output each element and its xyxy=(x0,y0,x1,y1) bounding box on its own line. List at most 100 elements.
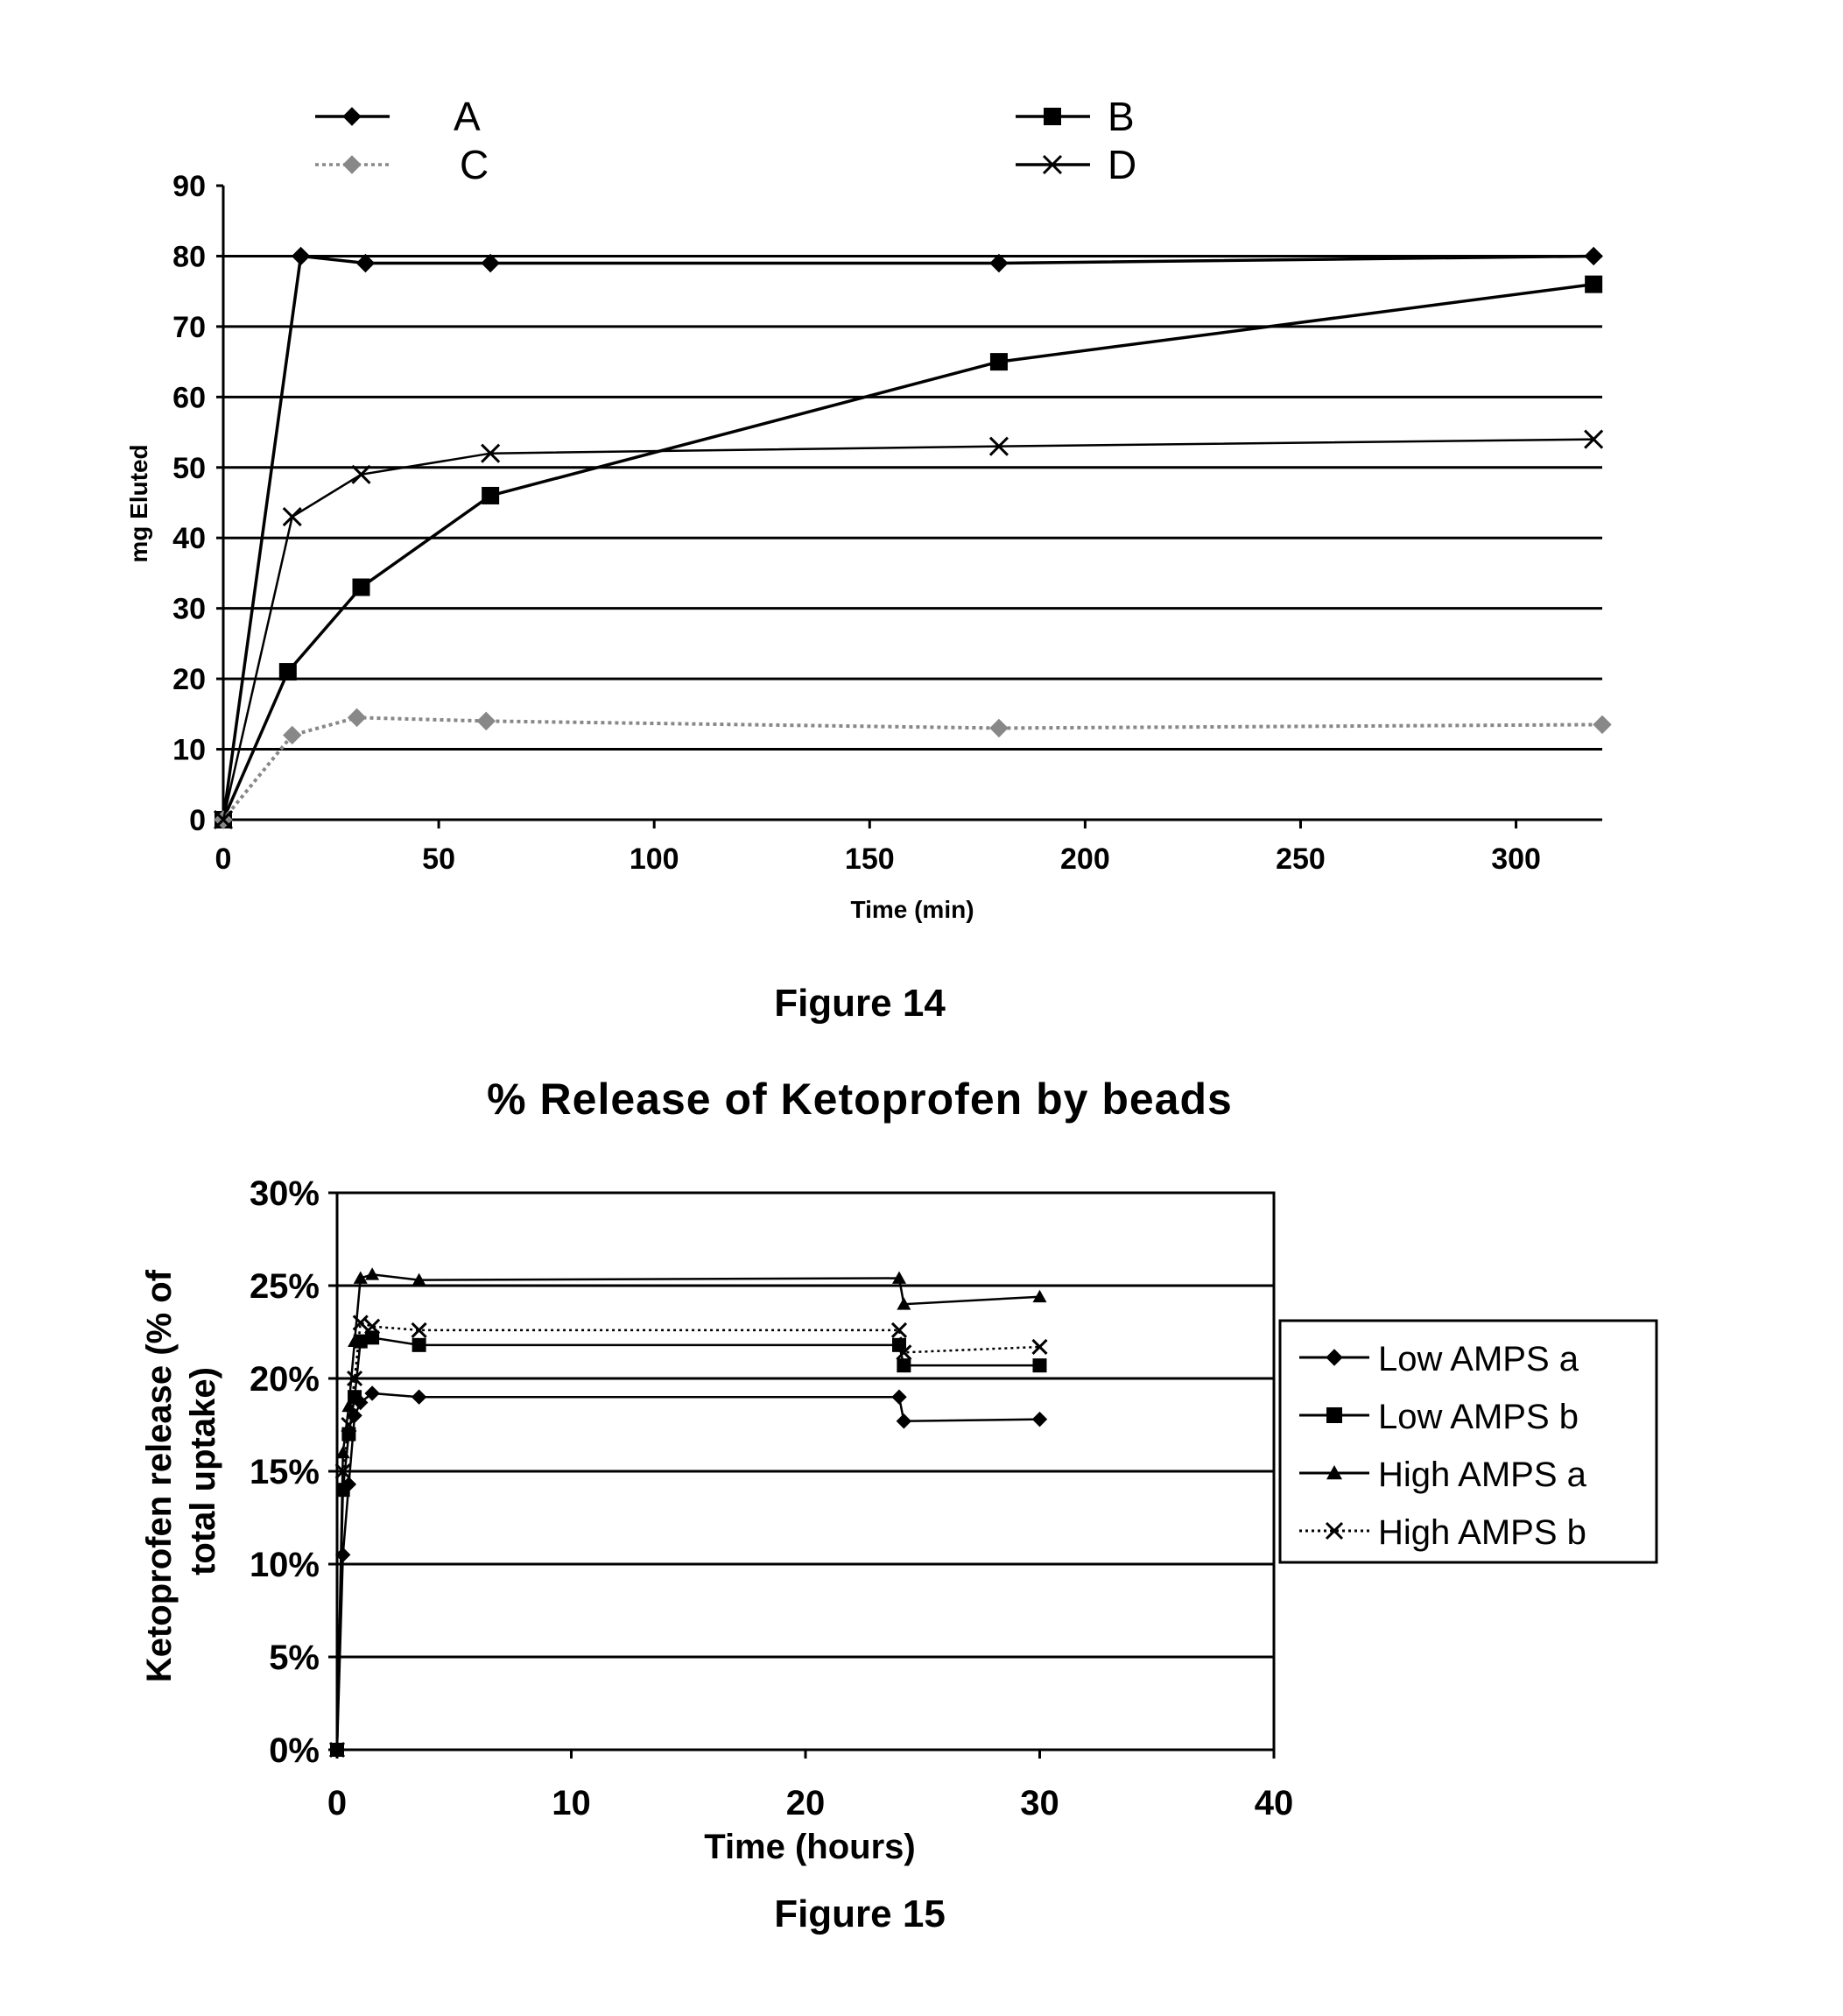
fig14-y-tick-label: 40 xyxy=(172,522,206,555)
fig15-x-tick-labels: 0 10 20 30 40 xyxy=(327,1750,1293,1822)
fig14-point-c xyxy=(1593,715,1611,733)
fig14-x-tick-label: 0 xyxy=(215,842,232,876)
fig15-series-line-high-amps-b xyxy=(337,1322,1040,1750)
fig14-point-b xyxy=(482,487,499,504)
fig14-y-tick-label: 90 xyxy=(172,170,206,203)
fig14-point-b xyxy=(990,353,1008,370)
fig14-legend-label-b: B xyxy=(1108,94,1135,139)
fig14-series-line-c xyxy=(223,717,1602,820)
fig14-legend: A B C D xyxy=(315,94,1136,187)
fig15-series-line-low-amps-a xyxy=(337,1393,1040,1750)
fig14-y-tick-label: 80 xyxy=(172,240,206,273)
fig15-y-tick-label: 0% xyxy=(269,1731,320,1770)
fig15-caption: Figure 15 xyxy=(774,1893,946,1935)
fig15-y-tick-label: 15% xyxy=(250,1453,320,1491)
fig14-series-line-d xyxy=(223,440,1593,820)
fig14-point-a xyxy=(1585,247,1602,264)
fig15-y-tick-labels: 0% 5% 10% 15% 20% 25% 30% xyxy=(250,1174,337,1770)
fig15-series-low-amps-b xyxy=(330,1330,1047,1757)
fig15-point-low-amps-a xyxy=(897,1414,911,1428)
fig14-y-tick-label: 0 xyxy=(189,804,206,837)
fig15-point-high-amps-a xyxy=(365,1267,379,1279)
fig14-legend-label-c: C xyxy=(460,142,489,187)
fig14-y-tick-label: 70 xyxy=(172,311,206,344)
fig15-point-low-amps-b xyxy=(897,1358,911,1372)
fig15-x-tick-label: 10 xyxy=(552,1784,591,1822)
fig15-legend: Low AMPS a Low AMPS b High AMPS a High AMPS… xyxy=(1280,1321,1657,1562)
fig15-legend-label-high-amps-b: High AMPS b xyxy=(1378,1513,1586,1552)
fig15-point-low-amps-b xyxy=(1033,1358,1047,1372)
fig15-series-high-amps-a xyxy=(330,1267,1047,1755)
fig14-series-d xyxy=(215,431,1602,828)
fig14-legend-item-d: D xyxy=(1016,142,1136,187)
fig15-legend-marker-low-amps-b xyxy=(1326,1407,1342,1423)
fig15-x-axis-label: Time (hours) xyxy=(704,1828,916,1866)
fig15-legend-label-high-amps-a: High AMPS a xyxy=(1378,1456,1587,1494)
fig15-y-tick-label: 25% xyxy=(250,1267,320,1306)
fig15-series-line-low-amps-b xyxy=(337,1337,1040,1750)
fig14-caption: Figure 14 xyxy=(774,982,946,1025)
fig15-x-tick-label: 0 xyxy=(327,1784,347,1822)
fig14-point-c xyxy=(348,708,366,726)
fig15-series-low-amps-a xyxy=(330,1386,1047,1757)
fig14-y-tick-label: 30 xyxy=(172,593,206,626)
fig15-y-axis-label: Ketoprofen release (% of total uptake) xyxy=(140,1260,222,1682)
fig15-point-low-amps-b xyxy=(412,1338,426,1352)
fig15-x-tick-label: 30 xyxy=(1020,1784,1059,1822)
fig15-chart-title: % Release of Ketoprofen by beads xyxy=(487,1075,1233,1124)
fig14-point-b xyxy=(353,579,370,596)
fig14-x-tick-label: 150 xyxy=(845,842,895,876)
fig14-point-c xyxy=(990,719,1008,737)
fig14-y-tick-label: 20 xyxy=(172,663,206,696)
fig15-legend-label-low-amps-b: Low AMPS b xyxy=(1378,1398,1579,1436)
fig14-x-tick-label: 50 xyxy=(422,842,455,876)
fig15-legend-label-low-amps-a: Low AMPS a xyxy=(1378,1340,1579,1378)
fig15-point-low-amps-a xyxy=(892,1390,906,1404)
fig14-y-tick-label: 50 xyxy=(172,452,206,485)
fig14-legend-marker-c xyxy=(343,156,361,173)
fig14-series-c xyxy=(215,708,1611,828)
fig14-x-tick-label: 200 xyxy=(1060,842,1110,876)
fig14-x-tick-label: 100 xyxy=(630,842,679,876)
fig15-series xyxy=(330,1267,1047,1757)
fig15-x-tick-label: 40 xyxy=(1255,1784,1294,1822)
fig14-y-tick-label: 10 xyxy=(172,734,206,767)
figure-15: % Release of Ketoprofen by beads 0% 5% 10%… xyxy=(140,1075,1657,1935)
fig15-y-tick-label: 5% xyxy=(269,1639,320,1677)
fig14-y-tick-label: 60 xyxy=(172,381,206,414)
fig14-x-tick-label: 250 xyxy=(1276,842,1326,876)
fig14-legend-marker-a xyxy=(343,108,361,125)
fig14-legend-label-d: D xyxy=(1108,142,1136,187)
fig15-point-high-amps-b xyxy=(1033,1340,1047,1354)
fig14-point-d xyxy=(284,508,301,525)
fig14-legend-label-a: A xyxy=(454,94,481,139)
fig14-x-axis-label: Time (min) xyxy=(850,896,974,923)
fig14-x-tick-labels: 0 50 100 150 200 250 300 xyxy=(215,820,1541,876)
fig15-y-tick-label: 30% xyxy=(250,1174,320,1213)
fig15-point-low-amps-a xyxy=(1033,1413,1047,1427)
fig14-point-b xyxy=(279,663,297,680)
fig15-y-tick-label: 20% xyxy=(250,1360,320,1399)
fig14-legend-item-a: A xyxy=(315,94,481,139)
fig14-point-b xyxy=(1585,276,1602,293)
fig15-x-tick-label: 20 xyxy=(786,1784,826,1822)
fig14-y-axis-label: mg Eluted xyxy=(125,444,152,562)
fig14-legend-item-b: B xyxy=(1016,94,1135,139)
fig14-series-line-b xyxy=(223,285,1593,820)
fig14-y-tick-labels: 0 10 20 30 40 50 60 70 80 90 xyxy=(172,170,223,837)
fig14-legend-item-c: C xyxy=(315,142,489,187)
fig15-y-axis-label-line1: Ketoprofen release (% of xyxy=(140,1269,179,1682)
fig15-y-axis-label-line2: total uptake) xyxy=(184,1367,222,1575)
fig14-legend-marker-b xyxy=(1044,108,1061,125)
fig14-x-tick-label: 300 xyxy=(1491,842,1541,876)
fig14-series-b xyxy=(215,276,1602,828)
fig15-gridlines xyxy=(337,1193,1274,1657)
fig14-gridlines xyxy=(223,256,1602,749)
fig15-y-tick-label: 10% xyxy=(250,1546,320,1584)
fig15-point-low-amps-a xyxy=(412,1390,426,1404)
fig14-point-a xyxy=(292,247,310,264)
fig14-point-c xyxy=(477,712,495,730)
fig15-series-high-amps-b xyxy=(330,1315,1047,1757)
figure-14: 0 10 20 30 40 50 60 70 80 90 0 50 100 150 200 250 300 A… xyxy=(125,94,1611,1025)
